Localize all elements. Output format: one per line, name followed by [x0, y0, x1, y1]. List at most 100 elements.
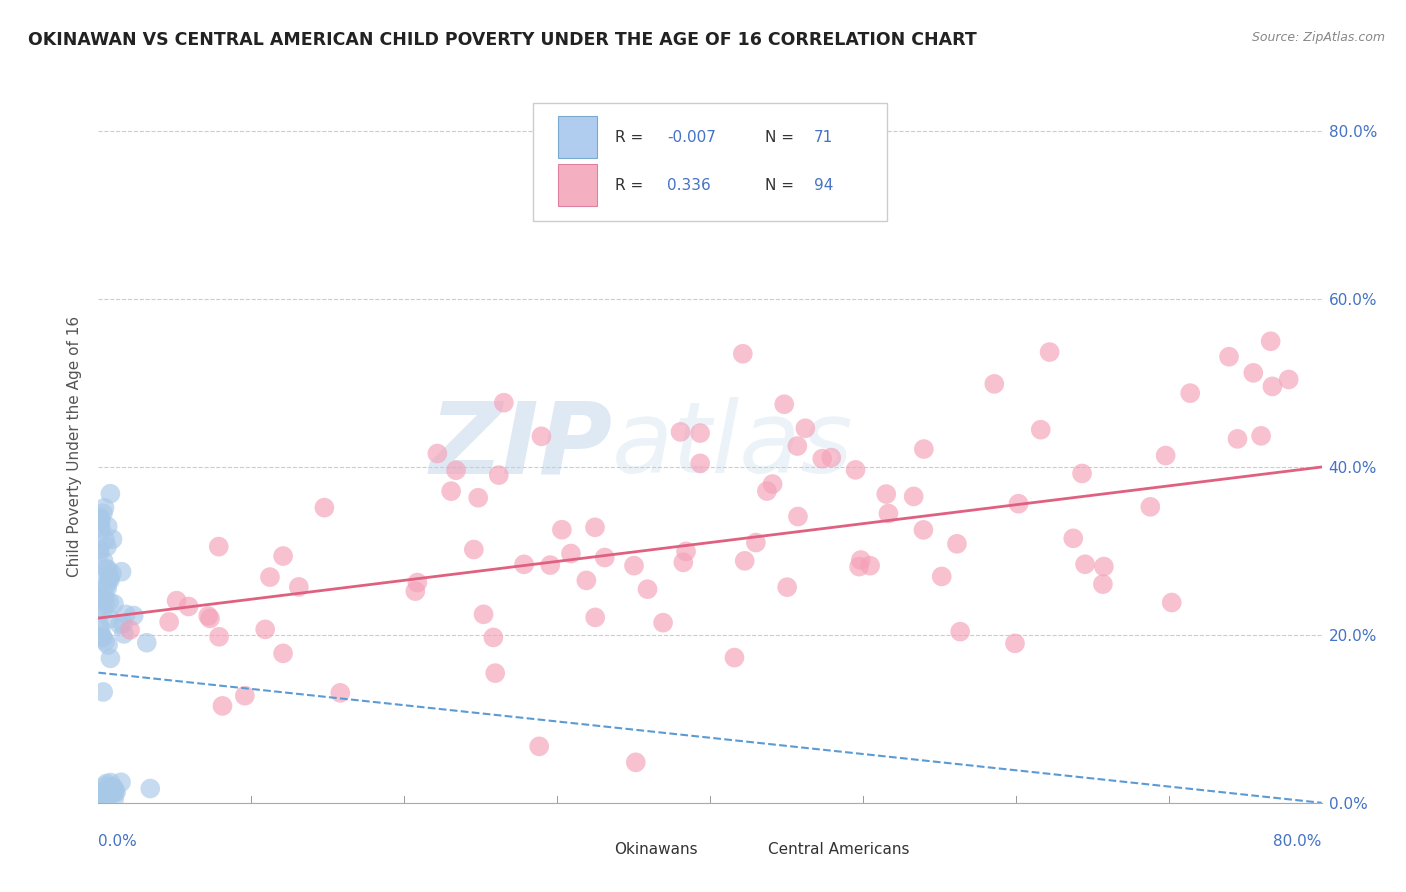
Point: [91, 629, 114, 643]
Point: [98, 573, 121, 587]
Text: 80.0%: 80.0%: [1274, 834, 1322, 849]
Point: [198, 611, 221, 625]
Point: [467, 491, 489, 505]
Point: [98, 570, 121, 584]
Point: [89, 515, 111, 529]
Point: [89, 546, 111, 560]
Point: [949, 624, 972, 639]
Point: [91, 592, 114, 607]
Point: [329, 686, 352, 700]
Point: [208, 630, 231, 644]
Point: [96, 776, 118, 790]
Point: [96, 540, 118, 554]
Point: [103, 792, 125, 806]
Point: [669, 425, 692, 439]
Point: [139, 781, 162, 796]
Point: [93, 589, 115, 603]
Point: [101, 780, 124, 794]
Point: [90, 513, 112, 527]
Text: -0.007: -0.007: [668, 130, 716, 145]
Point: [91, 789, 114, 804]
Point: [484, 666, 506, 681]
Point: [93, 554, 115, 568]
Point: [761, 477, 783, 491]
Point: [211, 698, 233, 713]
Point: [93, 794, 115, 808]
Text: 71: 71: [814, 130, 834, 145]
Point: [233, 689, 256, 703]
Point: [488, 468, 510, 483]
Point: [1250, 429, 1272, 443]
Point: [530, 429, 553, 443]
Point: [100, 486, 122, 500]
Point: [1278, 372, 1301, 386]
Point: [637, 582, 659, 597]
Point: [946, 537, 969, 551]
Point: [583, 520, 606, 534]
Point: [1007, 497, 1029, 511]
Text: OKINAWAN VS CENTRAL AMERICAN CHILD POVERTY UNDER THE AGE OF 16 CORRELATION CHART: OKINAWAN VS CENTRAL AMERICAN CHILD POVER…: [28, 31, 977, 49]
Point: [723, 650, 745, 665]
Point: [404, 584, 426, 599]
Point: [689, 426, 711, 441]
Point: [1139, 500, 1161, 514]
FancyBboxPatch shape: [558, 164, 598, 206]
Point: [776, 580, 799, 594]
Point: [551, 523, 574, 537]
Point: [731, 347, 754, 361]
Point: [1062, 532, 1084, 546]
Point: [96, 581, 118, 595]
Point: [472, 607, 495, 622]
Point: [101, 566, 124, 581]
Point: [786, 439, 808, 453]
Point: [89, 619, 111, 633]
Point: [94, 783, 117, 797]
Point: [101, 532, 124, 546]
Point: [1074, 558, 1097, 572]
Text: N =: N =: [765, 178, 794, 193]
Point: [1241, 366, 1264, 380]
Point: [463, 542, 485, 557]
Point: [271, 549, 294, 563]
Point: [90, 592, 112, 607]
Point: [89, 520, 111, 534]
Point: [1260, 334, 1282, 349]
Point: [811, 451, 834, 466]
Point: [94, 779, 117, 793]
Point: [745, 535, 768, 549]
Point: [91, 685, 114, 699]
Point: [89, 542, 111, 557]
Point: [122, 608, 145, 623]
Point: [1218, 350, 1240, 364]
Text: R =: R =: [614, 130, 643, 145]
Point: [583, 610, 606, 624]
Point: [89, 789, 111, 804]
FancyBboxPatch shape: [574, 831, 610, 869]
Point: [108, 617, 131, 632]
Point: [177, 599, 200, 614]
FancyBboxPatch shape: [725, 831, 762, 869]
Point: [100, 775, 122, 789]
Point: [624, 756, 647, 770]
Point: [912, 523, 935, 537]
Point: [527, 739, 550, 754]
Point: [849, 553, 872, 567]
Point: [96, 562, 118, 576]
Point: [288, 580, 311, 594]
Text: R =: R =: [614, 178, 643, 193]
Point: [1226, 432, 1249, 446]
Point: [103, 783, 125, 797]
Point: [912, 442, 935, 456]
Text: 94: 94: [814, 178, 834, 193]
Point: [89, 785, 111, 799]
Point: [98, 595, 121, 609]
Point: [114, 607, 136, 622]
Point: [755, 483, 778, 498]
Point: [623, 558, 645, 573]
Point: [1029, 423, 1052, 437]
Text: Central Americans: Central Americans: [768, 842, 910, 857]
Point: [100, 651, 122, 665]
Point: [538, 558, 561, 572]
Point: [314, 500, 336, 515]
Point: [110, 775, 132, 789]
